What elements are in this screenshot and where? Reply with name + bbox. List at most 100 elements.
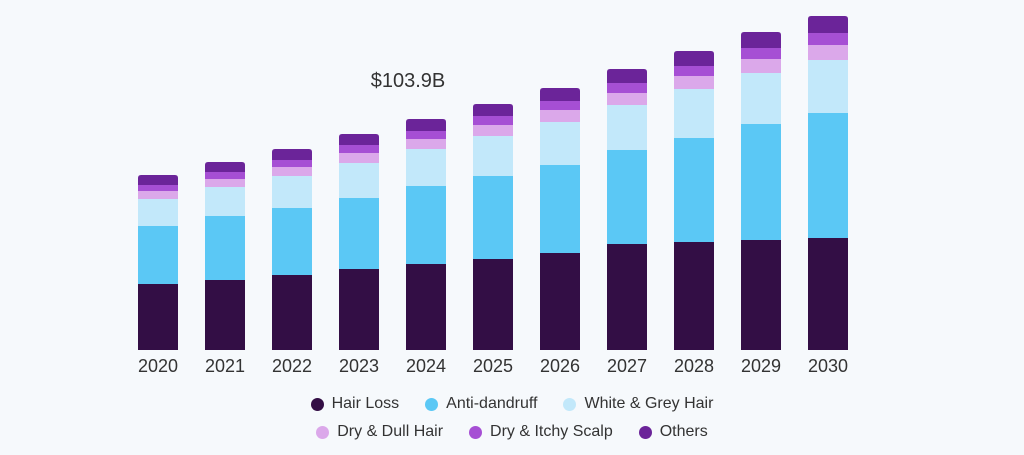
x-tick-label-2025: 2025: [473, 356, 513, 376]
bar-2021-anti-dandruff: [205, 216, 245, 280]
bar-group-2020: [138, 175, 178, 350]
bar-2024-hair-loss: [406, 264, 446, 350]
legend-label-others: Others: [659, 423, 708, 440]
bar-2028-dry-itchy-scalp: [674, 66, 714, 76]
legend-label-white-grey-hair: White & Grey Hair: [584, 395, 714, 412]
bar-group-2022: [272, 149, 312, 350]
legend-label-dry-itchy-scalp: Dry & Itchy Scalp: [490, 423, 613, 440]
legend-row-2: Dry & Dull Hair Dry & Itchy Scalp Others: [0, 418, 1024, 446]
legend-item-hair-loss: Hair Loss: [310, 395, 400, 413]
legend-item-white-grey-hair: White & Grey Hair: [563, 395, 713, 413]
legend-item-dry-dull-hair: Dry & Dull Hair: [316, 423, 443, 441]
legend-swatch-hair-loss: [310, 397, 324, 411]
bar-group-2024: [406, 119, 446, 350]
legend-swatch-white-grey-hair: [563, 397, 577, 411]
bar-2028-dry-dull-hair: [674, 76, 714, 89]
bar-2028-hair-loss: [674, 242, 714, 350]
bar-2022-dry-dull-hair: [272, 167, 312, 176]
bar-group-2023: [339, 134, 379, 350]
legend-item-anti-dandruff: Anti-dandruff: [425, 395, 537, 413]
bar-2029-hair-loss: [741, 240, 781, 350]
bar-2027-dry-dull-hair: [607, 93, 647, 105]
bar-2027-white-grey-hair: [607, 105, 647, 150]
x-tick-label-2023: 2023: [339, 356, 379, 376]
legend-row-1: Hair Loss Anti-dandruff White & Grey Hai…: [0, 390, 1024, 418]
bar-2026-dry-itchy-scalp: [540, 101, 580, 110]
legend-swatch-dry-itchy-scalp: [469, 425, 483, 439]
bar-2024-others: [406, 119, 446, 131]
bar-2025-anti-dandruff: [473, 176, 513, 259]
legend-item-dry-itchy-scalp: Dry & Itchy Scalp: [469, 423, 613, 441]
legend-label-anti-dandruff: Anti-dandruff: [446, 395, 538, 412]
bar-group-2025: [473, 104, 513, 350]
bar-2030-dry-dull-hair: [808, 45, 848, 60]
bar-2021-white-grey-hair: [205, 187, 245, 216]
bar-2020-dry-itchy-scalp: [138, 185, 178, 191]
bar-group-2030: [808, 16, 848, 350]
bar-2030-anti-dandruff: [808, 113, 848, 238]
bar-2022-dry-itchy-scalp: [272, 160, 312, 167]
bar-2024-dry-itchy-scalp: [406, 131, 446, 139]
legend: Hair Loss Anti-dandruff White & Grey Hai…: [0, 390, 1024, 446]
bar-2025-dry-dull-hair: [473, 125, 513, 136]
bar-2022-white-grey-hair: [272, 176, 312, 208]
bar-2026-white-grey-hair: [540, 122, 580, 165]
bar-2025-dry-itchy-scalp: [473, 116, 513, 125]
bar-group-2027: [607, 69, 647, 350]
bar-2020-dry-dull-hair: [138, 191, 178, 199]
bar-2029-white-grey-hair: [741, 73, 781, 124]
bar-2023-anti-dandruff: [339, 198, 379, 269]
bar-2020-hair-loss: [138, 284, 178, 350]
bar-2028-others: [674, 51, 714, 66]
bar-2029-anti-dandruff: [741, 124, 781, 240]
bar-2030-others: [808, 16, 848, 33]
x-tick-label-2030: 2030: [808, 356, 848, 376]
bar-2024-anti-dandruff: [406, 186, 446, 264]
bar-2030-hair-loss: [808, 238, 848, 350]
bar-2022-anti-dandruff: [272, 208, 312, 275]
bar-group-2021: [205, 162, 245, 350]
x-tick-label-2027: 2027: [607, 356, 647, 376]
x-tick-label-2024: 2024: [406, 356, 446, 376]
bar-2026-dry-dull-hair: [540, 110, 580, 122]
annotation-label-2024: $103.9B: [371, 70, 446, 92]
bar-2028-anti-dandruff: [674, 138, 714, 242]
legend-swatch-dry-dull-hair: [316, 425, 330, 439]
bar-2023-white-grey-hair: [339, 163, 379, 198]
bar-2029-dry-itchy-scalp: [741, 48, 781, 59]
bar-2025-hair-loss: [473, 259, 513, 350]
bar-2030-white-grey-hair: [808, 60, 848, 113]
x-tick-label-2020: 2020: [138, 356, 178, 376]
bar-2027-hair-loss: [607, 244, 647, 350]
bar-2029-others: [741, 32, 781, 48]
bar-2021-hair-loss: [205, 280, 245, 350]
bar-2025-others: [473, 104, 513, 116]
x-tick-label-2021: 2021: [205, 356, 245, 376]
bar-2027-others: [607, 69, 647, 83]
legend-swatch-others: [638, 425, 652, 439]
bar-2027-anti-dandruff: [607, 150, 647, 244]
bar-2025-white-grey-hair: [473, 136, 513, 176]
bar-2023-others: [339, 134, 379, 145]
bar-2026-others: [540, 88, 580, 101]
bar-2024-dry-dull-hair: [406, 139, 446, 149]
x-tick-label-2029: 2029: [741, 356, 781, 376]
bar-2024-white-grey-hair: [406, 149, 446, 186]
bar-2030-dry-itchy-scalp: [808, 33, 848, 45]
bar-2020-anti-dandruff: [138, 226, 178, 284]
stacked-bar-chart: 2020 2021 2022 2023 2024 2025 2026 2027 2028 2029…: [138, 16, 848, 376]
bar-2020-others: [138, 175, 178, 185]
bar-2023-dry-dull-hair: [339, 153, 379, 163]
x-tick-label-2026: 2026: [540, 356, 580, 376]
bar-2026-hair-loss: [540, 253, 580, 350]
bar-2021-dry-itchy-scalp: [205, 172, 245, 179]
x-tick-label-2028: 2028: [674, 356, 714, 376]
bar-2021-dry-dull-hair: [205, 179, 245, 187]
bar-2028-white-grey-hair: [674, 89, 714, 138]
legend-label-hair-loss: Hair Loss: [331, 395, 400, 412]
bar-2020-white-grey-hair: [138, 199, 178, 226]
bar-2023-dry-itchy-scalp: [339, 145, 379, 153]
bar-2027-dry-itchy-scalp: [607, 83, 647, 93]
bar-2021-others: [205, 162, 245, 172]
legend-swatch-anti-dandruff: [425, 397, 439, 411]
